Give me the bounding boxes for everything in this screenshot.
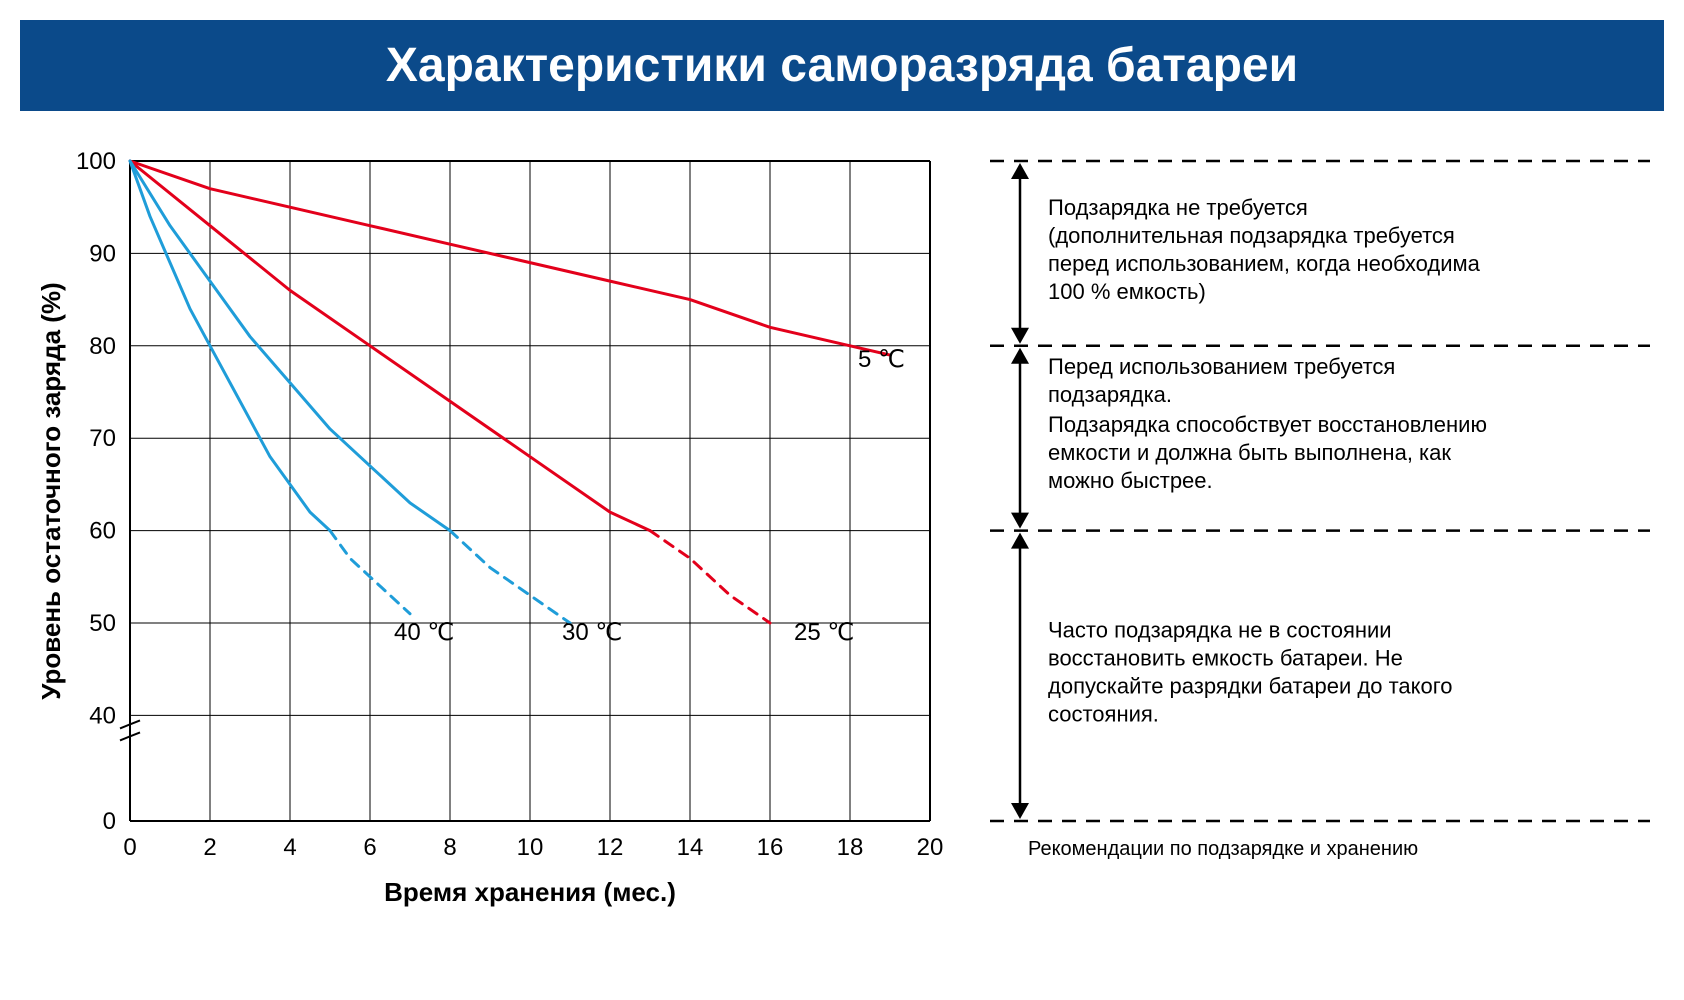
svg-text:можно быстрее.: можно быстрее. xyxy=(1048,468,1213,493)
svg-text:100: 100 xyxy=(76,151,116,175)
svg-text:4: 4 xyxy=(283,834,296,861)
svg-text:Подзарядка способствует восста: Подзарядка способствует восстановлению xyxy=(1048,412,1487,437)
svg-text:Рекомендации по подзарядке и х: Рекомендации по подзарядке и хранению xyxy=(1028,838,1418,860)
discharge-chart: 0 2 4 6 8 10 12 14 16 18 20 0 40 50 60 70 80 90 100 Время х… xyxy=(20,151,990,951)
svg-text:8: 8 xyxy=(443,834,456,861)
main-content: 0 2 4 6 8 10 12 14 16 18 20 0 40 50 60 70 80 90 100 Время х… xyxy=(20,151,1664,956)
svg-text:14: 14 xyxy=(677,834,704,861)
svg-text:Время хранения (мес.): Время хранения (мес.) xyxy=(384,877,676,907)
svg-text:80: 80 xyxy=(89,333,116,360)
svg-text:Уровень остаточного заряда (%): Уровень остаточного заряда (%) xyxy=(36,282,66,699)
svg-text:70: 70 xyxy=(89,425,116,452)
svg-text:2: 2 xyxy=(203,834,216,861)
svg-text:12: 12 xyxy=(597,834,624,861)
svg-text:допускайте разрядки батареи до: допускайте разрядки батареи до такого xyxy=(1048,673,1453,698)
svg-text:5 ℃: 5 ℃ xyxy=(858,346,905,373)
svg-text:10: 10 xyxy=(517,834,544,861)
svg-text:40 ℃: 40 ℃ xyxy=(394,619,454,646)
svg-text:Часто подзарядка не в состояни: Часто подзарядка не в состоянии xyxy=(1048,617,1392,642)
svg-text:0: 0 xyxy=(123,834,136,861)
svg-text:восстановить емкость батареи.: восстановить емкость батареи. Не xyxy=(1048,645,1403,670)
chart-area: 0 2 4 6 8 10 12 14 16 18 20 0 40 50 60 70 80 90 100 Время х… xyxy=(20,151,990,956)
svg-text:25 ℃: 25 ℃ xyxy=(794,619,854,646)
svg-text:60: 60 xyxy=(89,518,116,545)
annotation-svg: Подзарядка не требуется (дополнительная п… xyxy=(990,151,1650,891)
chart-title: Характеристики саморазряда батареи xyxy=(20,20,1664,111)
svg-text:100 % емкость): 100 % емкость) xyxy=(1048,279,1206,304)
svg-text:Перед использованием требуется: Перед использованием требуется xyxy=(1048,354,1395,379)
svg-text:емкости и должна быть выполнен: емкости и должна быть выполнена, как xyxy=(1048,440,1451,465)
svg-text:подзарядка.: подзарядка. xyxy=(1048,382,1172,407)
svg-text:18: 18 xyxy=(837,834,864,861)
svg-text:0: 0 xyxy=(103,808,116,835)
svg-text:90: 90 xyxy=(89,240,116,267)
svg-text:16: 16 xyxy=(757,834,784,861)
svg-text:6: 6 xyxy=(363,834,376,861)
svg-text:40: 40 xyxy=(89,702,116,729)
svg-text:перед использованием, когда не: перед использованием, когда необходима xyxy=(1048,251,1481,276)
svg-text:состояния.: состояния. xyxy=(1048,701,1159,726)
svg-text:Подзарядка не требуется: Подзарядка не требуется xyxy=(1048,195,1308,220)
svg-text:(дополнительная подзарядка тре: (дополнительная подзарядка требуется xyxy=(1048,223,1455,248)
svg-text:20: 20 xyxy=(917,834,944,861)
svg-text:30 ℃: 30 ℃ xyxy=(562,619,622,646)
annotation-area: Подзарядка не требуется (дополнительная п… xyxy=(990,151,1664,896)
svg-text:50: 50 xyxy=(89,610,116,637)
